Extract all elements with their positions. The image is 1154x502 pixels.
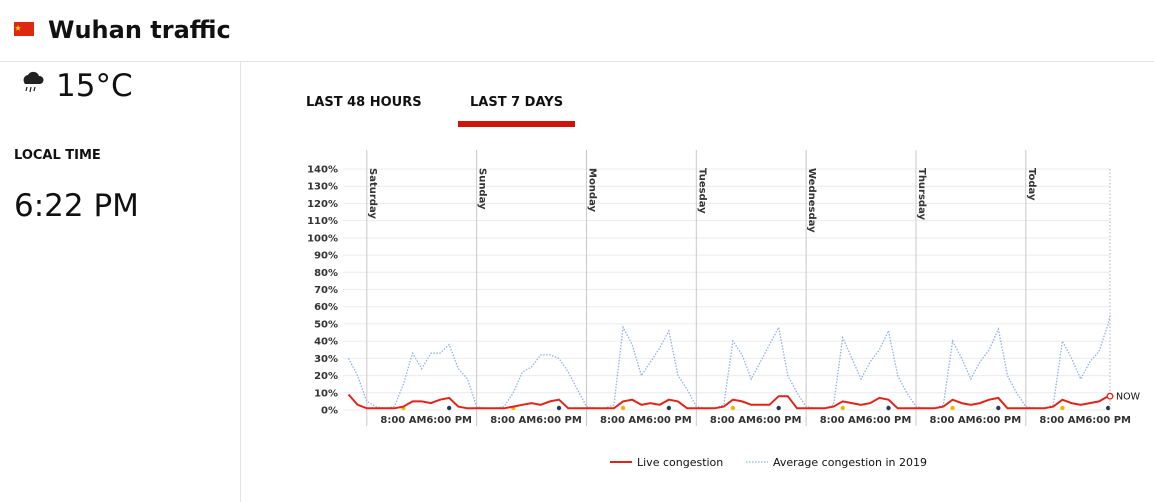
- y-tick-label: 30%: [314, 354, 338, 365]
- weather-icon: [23, 71, 44, 93]
- x-tick-label: 6:00 PM: [646, 415, 692, 426]
- x-tick-label: 6:00 PM: [976, 415, 1022, 426]
- flag: [14, 22, 34, 36]
- y-tick-label: 0%: [321, 406, 338, 417]
- y-tick-label: 100%: [307, 233, 338, 244]
- local-time-label: LOCAL TIME: [14, 148, 101, 163]
- legend-label: Average congestion in 2019: [773, 456, 927, 469]
- tick-dot: [666, 405, 672, 411]
- x-tick-label: 8:00 AM: [1039, 415, 1085, 426]
- tick-dot: [840, 405, 845, 411]
- day-label: Thursday: [916, 168, 927, 221]
- legend-label: Live congestion: [637, 456, 723, 469]
- tick-dot: [950, 405, 955, 411]
- tick-dot: [886, 405, 891, 411]
- tick-dot: [1105, 405, 1111, 411]
- x-tick-label: 8:00 AM: [930, 415, 976, 426]
- day-label: Tuesday: [696, 168, 707, 214]
- x-tick-label: 6:00 PM: [426, 415, 472, 426]
- chart: 0% 10% 20% 30% 40% 50% 60% 70% 80% 90% 100% 110% 120…: [307, 150, 1141, 469]
- local-time: 6:22 PM: [14, 188, 139, 224]
- y-tick-label: 70%: [314, 285, 338, 296]
- tick-dot: [996, 405, 1001, 411]
- tick-dot: [730, 405, 736, 411]
- y-tick-label: 80%: [314, 268, 338, 279]
- x-tick-label: 6:00 PM: [756, 415, 802, 426]
- y-tick-label: 90%: [314, 251, 338, 262]
- day-label: Monday: [586, 168, 597, 213]
- tick-dot: [776, 405, 781, 411]
- tick-dot: [556, 405, 562, 411]
- x-tick-label: 8:00 AM: [490, 415, 536, 426]
- page-title: Wuhan traffic: [48, 16, 231, 44]
- tick-dot: [446, 405, 452, 411]
- day-label: Today: [1026, 168, 1037, 201]
- tab-underline: [458, 121, 575, 127]
- y-tick-label: 140%: [307, 165, 338, 176]
- y-tick-label: 110%: [307, 216, 338, 227]
- tab[interactable]: LAST 48 HOURS: [306, 95, 422, 110]
- y-tick-label: 60%: [314, 302, 338, 313]
- tick-dot: [1060, 405, 1065, 411]
- day-label: Sunday: [477, 168, 488, 210]
- x-tick-label: 6:00 PM: [866, 415, 912, 426]
- series-line: [347, 393, 1110, 410]
- tick-dot: [620, 405, 626, 411]
- day-label: Saturday: [367, 168, 378, 219]
- y-tick-label: 40%: [314, 337, 338, 348]
- x-tick-label: 6:00 PM: [536, 415, 582, 426]
- temperature: 15°C: [56, 68, 133, 104]
- x-tick-label: 8:00 AM: [820, 415, 866, 426]
- now-marker: [1106, 392, 1114, 400]
- now-label: NOW: [1116, 392, 1141, 403]
- day-label: Wednesday: [806, 168, 817, 233]
- tab-selected[interactable]: LAST 7 DAYS: [470, 95, 563, 110]
- x-tick-label: 8:00 AM: [710, 415, 756, 426]
- y-tick-label: 10%: [314, 388, 338, 399]
- x-tick-label: 8:00 AM: [600, 415, 646, 426]
- x-tick-label: 8:00 AM: [380, 415, 426, 426]
- y-tick-label: 120%: [307, 199, 338, 210]
- series-line: [347, 315, 1111, 409]
- y-tick-label: 130%: [307, 182, 338, 193]
- y-tick-label: 20%: [314, 371, 338, 382]
- x-tick-label: 6:00 PM: [1085, 415, 1131, 426]
- y-tick-label: 50%: [314, 319, 338, 330]
